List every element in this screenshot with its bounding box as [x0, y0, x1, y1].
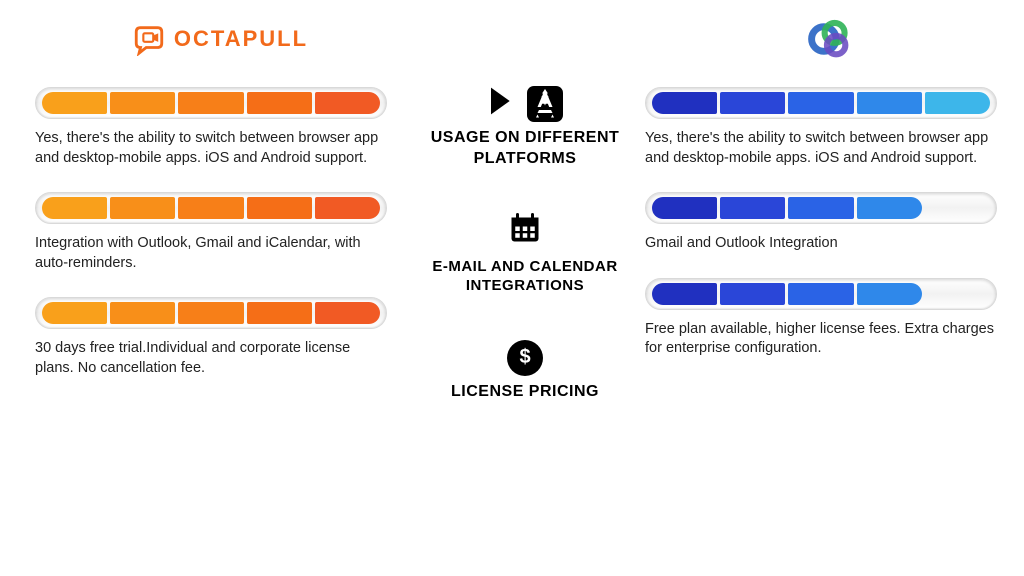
brand-left: OCTAPULL	[35, 15, 405, 63]
segment	[857, 92, 922, 114]
segment	[247, 92, 312, 114]
app-store-icon	[527, 86, 563, 122]
segment	[110, 92, 175, 114]
segment	[925, 197, 990, 219]
segment	[788, 197, 853, 219]
left-row-2: 30 days free trial.Individual and corpor…	[35, 297, 405, 378]
center-title-0: USAGE ON DIFFERENT PLATFORMS	[425, 128, 625, 170]
segment	[720, 197, 785, 219]
segment	[925, 92, 990, 114]
right-bar-2	[645, 278, 997, 310]
segment	[42, 302, 107, 324]
segment	[178, 302, 243, 324]
right-desc-2: Free plan available, higher license fees…	[645, 320, 997, 359]
left-desc-2: 30 days free trial.Individual and corpor…	[35, 339, 387, 378]
brand-left-name: OCTAPULL	[174, 26, 308, 52]
segment	[720, 92, 785, 114]
segment	[720, 283, 785, 305]
left-desc-0: Yes, there's the ability to switch betwe…	[35, 129, 387, 168]
segment	[110, 197, 175, 219]
dollar-icon: $	[507, 340, 543, 376]
center-title-1: E-MAIL AND CALENDAR INTEGRATIONS	[425, 257, 625, 296]
segment	[178, 197, 243, 219]
segment	[315, 92, 380, 114]
segment	[925, 283, 990, 305]
right-column: Yes, there's the ability to switch betwe…	[645, 15, 1015, 561]
center-row-2: $ LICENSE PRICING	[425, 340, 625, 403]
right-desc-0: Yes, there's the ability to switch betwe…	[645, 129, 997, 168]
segment	[652, 283, 717, 305]
right-row-1: Gmail and Outlook Integration	[645, 192, 1015, 254]
segment	[652, 197, 717, 219]
right-row-2: Free plan available, higher license fees…	[645, 278, 1015, 359]
center-row-1: E-MAIL AND CALENDAR INTEGRATIONS	[425, 210, 625, 296]
segment	[247, 302, 312, 324]
center-column: USAGE ON DIFFERENT PLATFORMS	[425, 15, 625, 561]
segment	[857, 197, 922, 219]
segment	[788, 92, 853, 114]
left-row-1: Integration with Outlook, Gmail and iCal…	[35, 192, 405, 273]
calendar-icon	[507, 210, 543, 251]
segment	[247, 197, 312, 219]
left-bar-0	[35, 87, 387, 119]
right-row-0: Yes, there's the ability to switch betwe…	[645, 87, 1015, 168]
left-bar-1	[35, 192, 387, 224]
left-bar-2	[35, 297, 387, 329]
segment	[315, 302, 380, 324]
center-title-2: LICENSE PRICING	[451, 382, 599, 403]
right-bar-1	[645, 192, 997, 224]
left-desc-1: Integration with Outlook, Gmail and iCal…	[35, 234, 387, 273]
segment	[652, 92, 717, 114]
segment	[42, 92, 107, 114]
right-bar-0	[645, 87, 997, 119]
segment	[315, 197, 380, 219]
segment	[42, 197, 107, 219]
segment	[788, 283, 853, 305]
brand-right	[645, 15, 1015, 63]
left-column: OCTAPULL Yes, there's the ability to swi…	[35, 15, 405, 561]
left-row-0: Yes, there's the ability to switch betwe…	[35, 87, 405, 168]
segment	[178, 92, 243, 114]
segment	[857, 283, 922, 305]
play-store-icon	[487, 85, 519, 122]
right-desc-1: Gmail and Outlook Integration	[645, 234, 997, 254]
octapull-icon	[132, 22, 166, 56]
center-row-0: USAGE ON DIFFERENT PLATFORMS	[425, 85, 625, 170]
segment	[110, 302, 175, 324]
webex-icon	[807, 16, 853, 62]
